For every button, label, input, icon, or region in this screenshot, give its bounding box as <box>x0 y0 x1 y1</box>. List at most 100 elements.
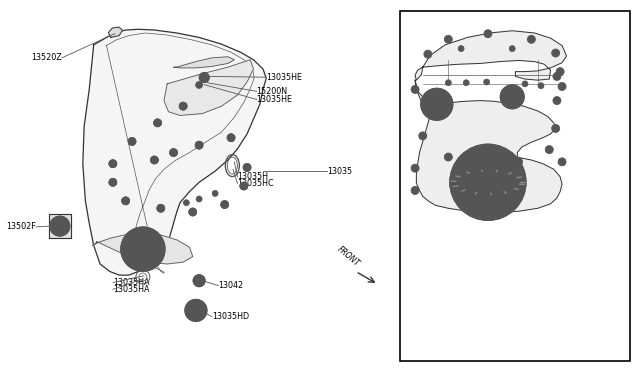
Polygon shape <box>92 234 193 264</box>
Circle shape <box>484 30 492 38</box>
Text: J13501G9: J13501G9 <box>576 349 624 357</box>
Circle shape <box>484 79 490 85</box>
Circle shape <box>558 158 566 166</box>
Circle shape <box>227 134 235 142</box>
Text: A: A <box>410 133 415 139</box>
Circle shape <box>183 200 189 206</box>
Circle shape <box>424 50 432 58</box>
Text: 13035HA: 13035HA <box>113 285 149 294</box>
Text: 13502F: 13502F <box>6 222 36 231</box>
Circle shape <box>109 160 117 168</box>
Circle shape <box>444 153 452 161</box>
Circle shape <box>50 216 70 236</box>
Text: 13035HC: 13035HC <box>237 179 274 188</box>
Text: A: A <box>475 31 480 37</box>
Text: A: A <box>505 159 511 165</box>
Circle shape <box>522 81 528 87</box>
Text: A: A <box>435 154 440 160</box>
Circle shape <box>458 46 464 52</box>
Circle shape <box>128 137 136 145</box>
Circle shape <box>505 90 519 104</box>
Circle shape <box>460 154 516 210</box>
Circle shape <box>552 125 559 132</box>
Text: 13035HD: 13035HD <box>212 312 249 321</box>
Polygon shape <box>108 27 122 38</box>
Circle shape <box>444 35 452 43</box>
Circle shape <box>154 119 161 127</box>
Text: B: B <box>572 83 577 90</box>
Circle shape <box>196 196 202 202</box>
Text: C: C <box>572 159 577 165</box>
Text: C: C <box>400 165 405 171</box>
Text: D...13050A (1): D...13050A (1) <box>423 323 481 332</box>
Circle shape <box>538 83 544 89</box>
Circle shape <box>122 197 130 205</box>
Circle shape <box>545 145 553 154</box>
Circle shape <box>135 241 151 257</box>
Circle shape <box>411 86 419 93</box>
Text: A: A <box>536 147 541 153</box>
Circle shape <box>243 163 251 171</box>
Circle shape <box>527 35 536 43</box>
Text: A: A <box>435 36 440 42</box>
Text: A: A <box>543 97 549 103</box>
Circle shape <box>553 73 561 80</box>
Text: 13035H: 13035H <box>237 172 268 181</box>
Polygon shape <box>49 214 71 238</box>
Circle shape <box>484 157 490 163</box>
Text: C: C <box>400 187 405 193</box>
Text: A: A <box>542 125 548 131</box>
Circle shape <box>432 99 442 109</box>
Circle shape <box>500 85 524 109</box>
Text: 13035: 13035 <box>327 167 352 176</box>
Circle shape <box>556 68 564 76</box>
Polygon shape <box>415 31 566 80</box>
Text: A: A <box>518 36 524 42</box>
Text: A...0B1B6-6201A (12): A...0B1B6-6201A (12) <box>423 280 509 289</box>
Circle shape <box>553 97 561 105</box>
Circle shape <box>193 275 205 287</box>
Text: A: A <box>415 51 420 57</box>
Circle shape <box>199 73 209 83</box>
Circle shape <box>121 227 165 271</box>
Circle shape <box>157 204 164 212</box>
Circle shape <box>426 93 448 115</box>
Circle shape <box>450 144 526 220</box>
Circle shape <box>470 164 506 200</box>
Circle shape <box>109 178 117 186</box>
Circle shape <box>509 156 515 162</box>
Circle shape <box>195 141 203 149</box>
Text: 13035HE: 13035HE <box>257 95 292 104</box>
Circle shape <box>458 156 464 162</box>
Text: B...13049A (2): B...13049A (2) <box>423 294 480 304</box>
Polygon shape <box>164 60 253 115</box>
Circle shape <box>419 132 427 140</box>
Text: FRONT: FRONT <box>335 245 361 269</box>
Circle shape <box>509 46 515 52</box>
Circle shape <box>421 88 452 120</box>
Circle shape <box>189 208 196 216</box>
Circle shape <box>515 158 523 166</box>
Text: 13035HA: 13035HA <box>113 278 149 287</box>
Text: C...0B1B6-6451A (3): C...0B1B6-6451A (3) <box>423 309 504 318</box>
Text: 13035HE: 13035HE <box>266 73 302 82</box>
Circle shape <box>558 83 566 90</box>
Circle shape <box>150 156 158 164</box>
Polygon shape <box>83 29 266 275</box>
Circle shape <box>463 80 469 86</box>
Text: A: A <box>543 73 549 80</box>
Circle shape <box>127 233 159 265</box>
Circle shape <box>193 307 199 314</box>
Circle shape <box>212 190 218 196</box>
Text: A: A <box>542 50 548 56</box>
Text: 13520Z: 13520Z <box>31 53 61 62</box>
Bar <box>401 12 630 360</box>
Circle shape <box>411 164 419 172</box>
Polygon shape <box>173 57 234 68</box>
Circle shape <box>221 201 228 209</box>
Text: B: B <box>400 86 405 92</box>
Polygon shape <box>415 80 562 213</box>
Circle shape <box>179 102 187 110</box>
Circle shape <box>240 182 248 190</box>
Circle shape <box>552 49 559 57</box>
